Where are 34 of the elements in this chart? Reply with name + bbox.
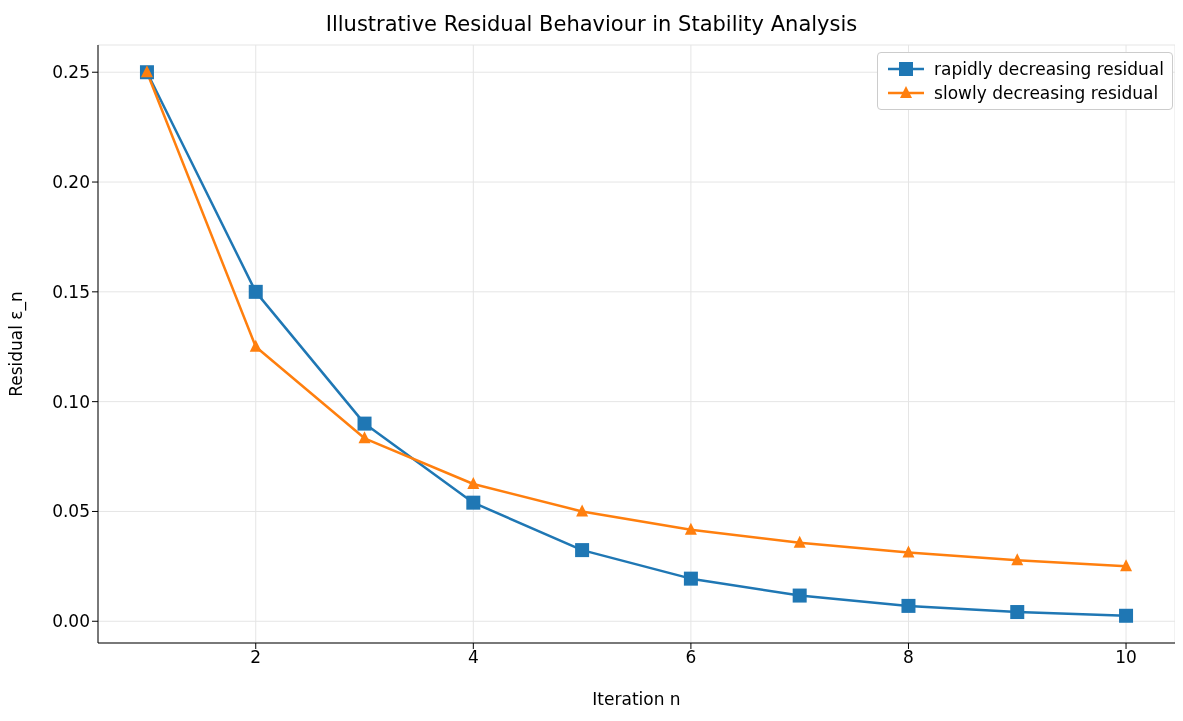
x-tick-label: 6 xyxy=(685,647,697,668)
point xyxy=(1119,608,1134,623)
x-tick-label: 8 xyxy=(903,647,914,668)
point xyxy=(575,543,590,558)
y-tick-label: 0.20 xyxy=(52,172,90,193)
point xyxy=(466,495,481,510)
point xyxy=(1120,559,1133,572)
point xyxy=(1011,553,1024,566)
chart-title: Illustrative Residual Behaviour in Stability Analysis xyxy=(324,11,859,38)
x-tick-label: 10 xyxy=(1115,647,1137,668)
y-axis-title: Residual ε_n xyxy=(6,291,28,397)
point xyxy=(902,545,915,558)
point xyxy=(1010,605,1025,620)
y-tick-label: 0.15 xyxy=(52,281,90,302)
x-tick-label: 4 xyxy=(467,647,479,668)
point xyxy=(792,588,807,603)
legend-label: rapidly decreasing residual xyxy=(934,58,1164,81)
legend-label: slowly decreasing residual xyxy=(934,82,1159,105)
y-tick-label: 0.00 xyxy=(52,611,90,632)
point xyxy=(467,477,480,489)
x-tick-label: 2 xyxy=(250,647,262,668)
point xyxy=(684,522,697,535)
point xyxy=(901,598,916,613)
point xyxy=(576,504,589,517)
point xyxy=(249,339,262,352)
y-tick-label: 0.05 xyxy=(52,501,90,522)
point xyxy=(358,431,371,444)
y-tick-label: 0.10 xyxy=(52,391,90,412)
point xyxy=(357,416,372,431)
x-axis-title: Iteration n xyxy=(592,689,681,709)
y-tick-label: 0.25 xyxy=(52,62,90,83)
point xyxy=(248,284,263,299)
point xyxy=(683,571,698,586)
point xyxy=(793,535,806,548)
